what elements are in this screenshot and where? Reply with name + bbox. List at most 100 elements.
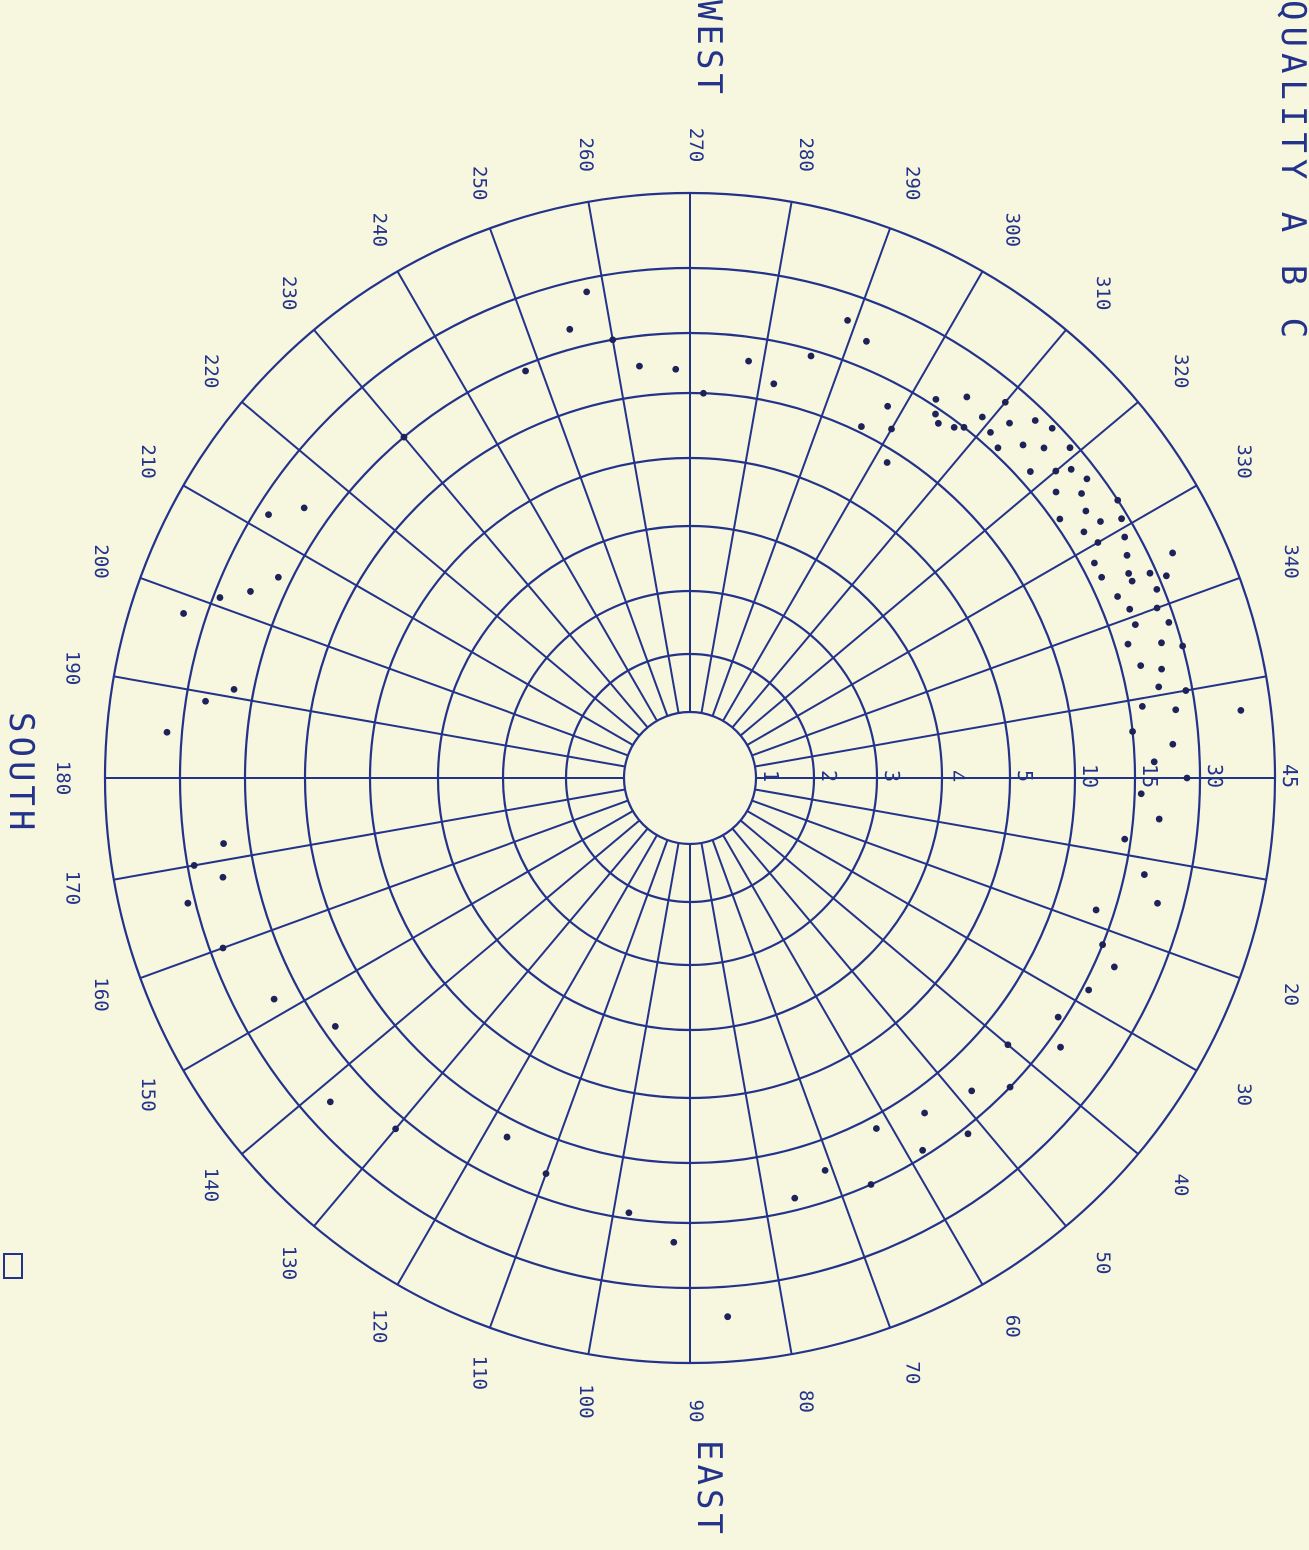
data-point <box>1153 604 1161 612</box>
azimuth-label: 150 <box>137 1077 159 1111</box>
radial-line-130 <box>313 827 649 1227</box>
data-point <box>1094 539 1102 546</box>
azimuth-label: 220 <box>200 354 222 388</box>
data-point <box>265 511 272 519</box>
data-point <box>1237 706 1245 714</box>
data-point <box>670 1238 678 1246</box>
west-label: WEST <box>689 0 729 98</box>
data-point <box>1006 419 1013 427</box>
ring-label: 30 <box>1203 764 1227 788</box>
data-point <box>1099 941 1106 949</box>
polar-grid <box>103 191 1277 1365</box>
data-point <box>1092 906 1100 914</box>
data-point <box>919 1146 927 1154</box>
data-point <box>1118 515 1125 523</box>
data-point <box>609 336 617 344</box>
data-point <box>220 840 227 847</box>
data-point <box>1165 619 1173 626</box>
data-point <box>1121 835 1129 843</box>
ring-label: 10 <box>1078 764 1102 788</box>
corner-box-icon <box>3 1253 23 1279</box>
data-point <box>1158 665 1165 673</box>
data-point <box>1169 740 1177 748</box>
azimuth-label: 250 <box>469 166 491 200</box>
ring-label: 45 <box>1278 764 1302 788</box>
radial-line-30 <box>746 810 1198 1072</box>
data-point <box>270 995 278 1003</box>
data-point <box>1126 605 1134 613</box>
data-point <box>745 357 752 365</box>
azimuth-label: 210 <box>137 444 159 478</box>
data-point <box>1026 468 1034 475</box>
data-point <box>583 288 591 296</box>
data-point <box>1138 702 1146 710</box>
azimuth-label: 110 <box>469 1356 491 1390</box>
azimuth-labels: 2030405060708090100110120130140150160170… <box>52 128 1302 1423</box>
azimuth-label: 100 <box>575 1384 597 1418</box>
data-point <box>1004 1041 1012 1049</box>
data-point <box>934 419 942 427</box>
data-point <box>1006 1083 1014 1091</box>
azimuth-label: 30 <box>1233 1083 1255 1106</box>
data-point <box>247 588 254 595</box>
data-point <box>1082 507 1090 515</box>
data-point <box>1137 790 1145 798</box>
data-point <box>1001 398 1009 406</box>
data-point <box>219 873 227 881</box>
data-point <box>1078 490 1085 497</box>
radial-line-150 <box>182 810 634 1072</box>
azimuth-label: 90 <box>685 1400 707 1423</box>
radial-line-110 <box>488 839 669 1329</box>
data-point <box>1114 593 1121 600</box>
data-point <box>1031 417 1039 424</box>
azimuth-label: 40 <box>1170 1173 1192 1196</box>
azimuth-label: 300 <box>1002 213 1024 247</box>
data-point <box>216 594 224 601</box>
radial-line-260 <box>587 201 680 714</box>
data-point <box>807 352 815 360</box>
data-point <box>968 1087 976 1095</box>
azimuth-label: 310 <box>1092 276 1114 310</box>
radial-line-100 <box>587 842 680 1355</box>
data-point <box>1054 1013 1062 1021</box>
data-point <box>230 685 238 693</box>
data-point <box>1114 496 1122 504</box>
azimuth-label: 160 <box>90 977 112 1011</box>
radial-line-330 <box>746 484 1198 746</box>
data-point <box>1169 549 1177 557</box>
data-point <box>1183 774 1191 782</box>
data-point <box>932 410 939 418</box>
data-point <box>1131 621 1139 629</box>
radial-line-10 <box>754 788 1267 881</box>
data-point <box>1155 815 1163 823</box>
data-point <box>1056 515 1064 523</box>
azimuth-label: 20 <box>1280 983 1302 1006</box>
azimuth-label: 180 <box>52 761 74 795</box>
data-point <box>1162 572 1170 580</box>
azimuth-label: 70 <box>901 1361 923 1384</box>
data-point <box>844 316 851 324</box>
data-point <box>888 425 895 433</box>
data-point <box>770 380 778 388</box>
data-point <box>542 1170 550 1178</box>
ring-label: 2 <box>817 770 841 782</box>
data-point <box>883 459 891 466</box>
data-point <box>884 402 892 410</box>
radial-line-300 <box>722 270 984 722</box>
data-point <box>1129 728 1136 735</box>
data-point <box>400 433 408 441</box>
data-point <box>1155 683 1163 691</box>
ring-label: 4 <box>945 770 969 782</box>
radial-line-240 <box>396 270 658 722</box>
data-point <box>1083 475 1091 483</box>
data-point <box>1158 639 1165 647</box>
data-point <box>1019 441 1027 449</box>
data-point <box>326 1098 334 1106</box>
data-point <box>700 389 707 397</box>
data-point <box>1128 577 1136 585</box>
data-point <box>1052 488 1060 496</box>
data-point <box>1146 569 1154 577</box>
azimuth-label: 320 <box>1170 354 1192 388</box>
azimuth-label: 120 <box>369 1309 391 1343</box>
